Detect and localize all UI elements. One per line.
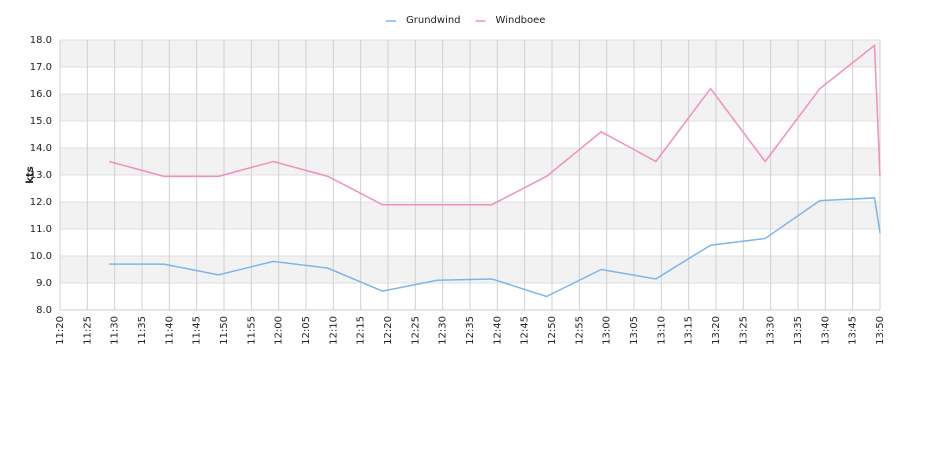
x-tick-label: 12:45 — [520, 316, 531, 345]
legend-label: Windboee — [496, 15, 546, 26]
x-tick-label: 11:55 — [246, 316, 257, 345]
x-tick-label: 13:05 — [629, 316, 640, 345]
y-axis-label: kts — [25, 166, 36, 183]
series-line — [109, 43, 881, 206]
x-tick-label: 11:25 — [82, 316, 93, 345]
x-tick-label: 13:45 — [848, 316, 859, 345]
x-tick-label: 12:05 — [301, 316, 312, 345]
y-tick-label: 13.0 — [30, 170, 52, 181]
x-tick-label: 11:35 — [137, 316, 148, 345]
x-tick-label: 11:50 — [219, 316, 230, 345]
y-tick-label: 18.0 — [30, 35, 52, 46]
x-tick-label: 12:55 — [574, 316, 585, 345]
y-tick-label: 11.0 — [30, 224, 52, 235]
y-tick-label: 12.0 — [30, 197, 52, 208]
y-tick-label: 14.0 — [30, 143, 52, 154]
x-tick-label: 13:35 — [793, 316, 804, 345]
x-tick-label: 13:25 — [738, 316, 749, 345]
x-tick-label: 12:50 — [547, 316, 558, 345]
x-tick-label: 13:10 — [656, 316, 667, 345]
x-tick-label: 13:40 — [820, 316, 831, 345]
y-tick-label: 17.0 — [30, 62, 52, 73]
x-tick-label: 13:00 — [602, 316, 613, 345]
y-tick-label: 16.0 — [30, 89, 52, 100]
y-tick-label: 8.0 — [36, 305, 52, 316]
x-tick-label: 13:50 — [875, 316, 886, 345]
x-tick-label: 13:15 — [684, 316, 695, 345]
x-tick-label: 12:35 — [465, 316, 476, 345]
x-tick-label: 13:30 — [766, 316, 777, 345]
x-tick-label: 12:00 — [274, 316, 285, 345]
y-tick-label: 9.0 — [36, 278, 52, 289]
y-tick-label: 15.0 — [30, 116, 52, 127]
x-tick-label: 11:20 — [55, 316, 66, 345]
x-tick-label: 11:30 — [110, 316, 121, 345]
x-tick-label: 13:20 — [711, 316, 722, 345]
x-tick-label: 12:10 — [328, 316, 339, 345]
legend-label: Grundwind — [406, 15, 461, 26]
x-tick-label: 12:25 — [410, 316, 421, 345]
x-tick-label: 12:40 — [492, 316, 503, 345]
x-tick-label: 11:40 — [164, 316, 175, 345]
series-line — [109, 197, 881, 298]
x-tick-label: 12:20 — [383, 316, 394, 345]
x-tick-label: 11:45 — [192, 316, 203, 345]
y-tick-label: 10.0 — [30, 251, 52, 262]
x-tick-label: 12:30 — [438, 316, 449, 345]
x-tick-label: 12:15 — [356, 316, 367, 345]
